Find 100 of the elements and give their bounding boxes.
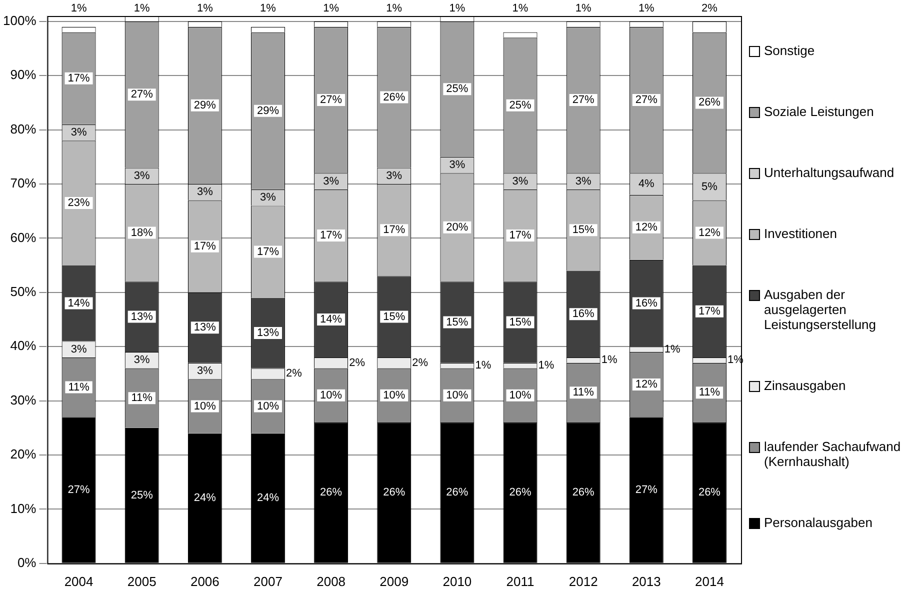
data-label: 17% xyxy=(509,230,532,242)
data-label: 1% xyxy=(638,2,655,15)
legend-label: Unterhaltungsaufwand xyxy=(764,165,894,180)
data-label: 26% xyxy=(509,486,532,499)
data-label: 14% xyxy=(320,314,342,326)
data-label: 17% xyxy=(698,305,721,318)
data-label: 5% xyxy=(702,180,718,193)
y-tick-label: 0% xyxy=(17,554,37,570)
data-label: 3% xyxy=(449,159,466,172)
data-label: 1% xyxy=(323,2,340,15)
y-tick-label: 50% xyxy=(10,284,37,299)
y-tick-label: 30% xyxy=(10,392,37,408)
data-label: 24% xyxy=(194,492,216,504)
data-label: 26% xyxy=(383,486,406,499)
data-label: 4% xyxy=(638,178,655,190)
data-label: 25% xyxy=(130,489,154,502)
data-label: 1% xyxy=(575,2,592,15)
data-label: 26% xyxy=(572,486,595,499)
data-label: 26% xyxy=(698,96,721,109)
data-label: 1% xyxy=(386,2,402,15)
data-label: 3% xyxy=(196,186,214,198)
data-label: 13% xyxy=(130,310,154,323)
data-label: 15% xyxy=(509,316,532,328)
y-tick-label: 70% xyxy=(10,176,37,191)
data-label: 13% xyxy=(194,322,216,334)
data-label: 1% xyxy=(601,354,618,366)
y-tick-label: 80% xyxy=(10,121,37,136)
data-label: 2% xyxy=(412,356,428,369)
data-label: 27% xyxy=(130,88,154,101)
data-label: 3% xyxy=(323,175,340,188)
data-label: 3% xyxy=(512,175,528,188)
data-label: 16% xyxy=(635,297,658,310)
data-label: 11% xyxy=(698,386,720,399)
data-label: 1% xyxy=(260,2,276,15)
data-label: 27% xyxy=(572,94,595,106)
x-tick-label: 2012 xyxy=(568,574,598,589)
data-label: 24% xyxy=(256,492,280,504)
data-label: 1% xyxy=(196,2,214,15)
x-tick-label: 2009 xyxy=(380,574,409,589)
x-tick-label: 2010 xyxy=(442,574,472,589)
data-label: 29% xyxy=(256,104,280,117)
data-label: 1% xyxy=(475,360,492,372)
data-label: 15% xyxy=(446,316,468,328)
data-label: 20% xyxy=(446,221,468,234)
x-tick-label: 2014 xyxy=(695,574,724,589)
data-label: 27% xyxy=(635,94,658,106)
data-label: 3% xyxy=(70,343,87,356)
data-label: 25% xyxy=(446,83,468,96)
data-label: 11% xyxy=(572,386,594,399)
data-label: 10% xyxy=(383,389,406,402)
data-label: 17% xyxy=(194,240,216,252)
data-label: 15% xyxy=(572,224,595,236)
data-label: 2% xyxy=(349,356,366,369)
data-label: 10% xyxy=(446,389,468,402)
data-label: 12% xyxy=(635,221,658,234)
x-tick-label: 2004 xyxy=(64,574,94,589)
data-label: 3% xyxy=(575,175,592,188)
data-label: 1% xyxy=(512,2,528,15)
data-label: 10% xyxy=(256,400,280,412)
data-label: 1% xyxy=(664,343,681,356)
legend-label: laufender Sachaufwand (Kernhaushalt) xyxy=(764,439,902,469)
data-label: 27% xyxy=(635,484,658,496)
data-label: 17% xyxy=(256,246,280,258)
data-label: 10% xyxy=(509,389,532,402)
data-label: 10% xyxy=(194,400,216,412)
legend-label: Sonstige xyxy=(764,43,815,58)
legend-label: Soziale Leistungen xyxy=(764,104,874,119)
y-tick-label: 60% xyxy=(10,230,37,245)
data-label: 23% xyxy=(68,197,90,210)
data-label: 27% xyxy=(68,484,90,496)
data-label: 1% xyxy=(70,2,87,15)
data-label: 15% xyxy=(383,310,406,323)
x-tick-label: 2005 xyxy=(127,574,156,589)
y-tick-label: 100% xyxy=(3,13,37,28)
data-label: 14% xyxy=(68,297,90,310)
legend-label: Zinsausgaben xyxy=(764,378,846,393)
data-label: 26% xyxy=(446,486,468,499)
data-label: 17% xyxy=(320,230,342,242)
data-label: 11% xyxy=(131,392,153,404)
x-tick-label: 2008 xyxy=(316,574,346,589)
data-label: 3% xyxy=(70,126,87,139)
data-label: 3% xyxy=(134,170,150,182)
data-label: 1% xyxy=(134,2,150,15)
legend-label: Investitionen xyxy=(764,226,837,241)
x-tick-label: 2011 xyxy=(506,574,534,589)
data-label: 25% xyxy=(509,99,532,112)
data-label: 12% xyxy=(635,378,658,391)
data-label: 27% xyxy=(320,94,342,106)
data-label: 16% xyxy=(572,308,595,320)
x-tick-label: 2006 xyxy=(190,574,220,589)
legend-label: Personalausgaben xyxy=(764,515,872,530)
x-tick-label: 2013 xyxy=(632,574,661,589)
data-label: 3% xyxy=(260,192,276,204)
data-label: 17% xyxy=(383,224,406,236)
data-label: 3% xyxy=(196,365,214,378)
data-label: 1% xyxy=(538,360,554,372)
data-label: 2% xyxy=(286,368,302,380)
y-tick-label: 10% xyxy=(10,500,37,516)
data-label: 17% xyxy=(68,72,90,84)
data-label: 3% xyxy=(386,170,402,182)
